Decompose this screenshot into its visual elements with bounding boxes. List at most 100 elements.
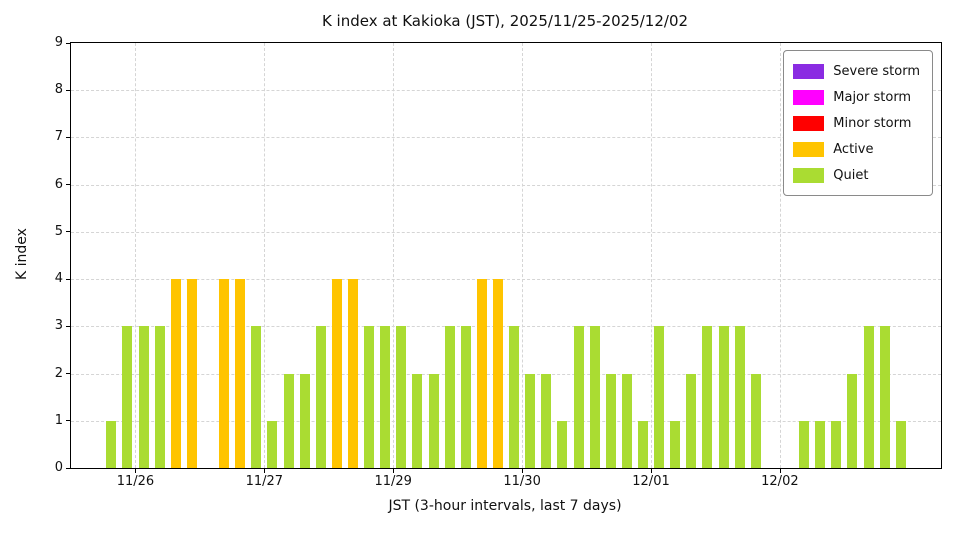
k-index-bar <box>654 326 665 468</box>
k-index-bar <box>847 373 858 468</box>
k-index-bar <box>170 279 181 468</box>
h-gridline <box>71 184 941 186</box>
h-gridline <box>71 326 941 328</box>
k-index-bar <box>364 326 375 468</box>
k-index-bar <box>637 420 648 468</box>
x-axis-label: JST (3-hour intervals, last 7 days) <box>388 498 622 514</box>
x-tick-mark <box>779 468 781 473</box>
k-index-bar <box>702 326 713 468</box>
k-index-bar <box>863 326 874 468</box>
k-index-bar <box>283 373 294 468</box>
k-index-bar <box>605 373 616 468</box>
chart-title: K index at Kakioka (JST), 2025/11/25-202… <box>321 12 689 30</box>
y-tick-label: 5 <box>54 223 63 239</box>
k-index-bar <box>219 279 230 468</box>
y-tick-mark <box>66 373 71 375</box>
legend-item: Severe storm <box>793 58 920 84</box>
k-index-bar <box>718 326 729 468</box>
y-tick-label: 4 <box>54 271 63 287</box>
h-gridline <box>71 90 941 92</box>
k-index-bar <box>267 420 278 468</box>
x-tick-mark <box>393 468 395 473</box>
k-index-bar <box>299 373 310 468</box>
legend-color-swatch <box>793 89 825 105</box>
y-tick-label: 9 <box>54 35 63 50</box>
y-tick-label: 2 <box>54 365 63 381</box>
x-tick-label: 12/02 <box>761 474 799 489</box>
legend-item-label: Major storm <box>833 89 912 105</box>
k-index-bar <box>750 373 761 468</box>
k-index-bar <box>557 420 568 468</box>
k-index-bar <box>235 279 246 468</box>
k-index-bar <box>186 279 197 468</box>
k-index-bar <box>525 373 536 468</box>
h-gridline <box>71 279 941 281</box>
legend-item: Major storm <box>793 84 920 110</box>
h-gridline <box>71 373 941 375</box>
k-index-bar <box>573 326 584 468</box>
h-gridline <box>71 420 941 422</box>
legend-color-swatch <box>793 115 825 131</box>
x-tick-label: 11/29 <box>374 474 412 489</box>
x-tick-label: 11/30 <box>503 474 541 489</box>
k-index-bar <box>492 279 503 468</box>
k-index-bar <box>251 326 262 468</box>
legend-item-label: Active <box>833 141 874 157</box>
k-index-bar <box>686 373 697 468</box>
x-tick-mark <box>264 468 266 473</box>
legend-item: Quiet <box>793 162 920 188</box>
k-index-bar <box>396 326 407 468</box>
k-index-bar <box>621 373 632 468</box>
k-index-bar <box>428 373 439 468</box>
y-tick-mark <box>66 184 71 186</box>
k-index-bar <box>315 326 326 468</box>
v-gridline <box>264 43 266 468</box>
x-tick-mark <box>135 468 137 473</box>
v-gridline <box>779 43 781 468</box>
k-index-bar <box>895 420 906 468</box>
y-tick-label: 3 <box>54 318 63 334</box>
h-gridline <box>71 231 941 233</box>
y-tick-label: 0 <box>54 460 63 475</box>
y-tick-label: 7 <box>54 129 63 145</box>
h-gridline <box>71 137 941 139</box>
y-tick-mark <box>66 325 71 327</box>
k-index-bar <box>154 326 165 468</box>
k-index-bar <box>879 326 890 468</box>
v-gridline <box>522 43 524 468</box>
v-gridline <box>651 43 652 468</box>
x-tick-label: 12/01 <box>632 474 670 489</box>
legend-item-label: Severe storm <box>833 63 920 79</box>
y-tick-mark <box>66 467 71 469</box>
legend-color-swatch <box>793 167 825 183</box>
k-index-bar <box>589 326 600 468</box>
k-index-bar <box>138 326 149 468</box>
legend: Severe storm Major storm Minor storm Active… <box>783 50 933 196</box>
x-tick-mark <box>522 468 524 473</box>
k-index-bar <box>331 279 342 468</box>
k-index-bar <box>444 326 455 468</box>
k-index-bar <box>122 326 133 468</box>
y-tick-mark <box>66 420 71 422</box>
k-index-bar <box>815 420 826 468</box>
y-tick-mark <box>66 231 71 233</box>
legend-color-swatch <box>793 141 825 157</box>
legend-item-label: Minor storm <box>833 115 912 131</box>
y-tick-mark <box>66 136 71 138</box>
k-index-bar <box>412 373 423 468</box>
y-tick-label: 6 <box>54 176 63 192</box>
legend-item-label: Quiet <box>833 167 869 183</box>
y-tick-mark <box>66 42 71 44</box>
k-index-bar <box>734 326 745 468</box>
legend-item: Minor storm <box>793 110 920 136</box>
k-index-bar <box>460 326 471 468</box>
k-index-bar <box>670 420 681 468</box>
x-tick-label: 11/26 <box>116 474 155 489</box>
k-index-bar <box>106 420 117 468</box>
k-index-bar <box>476 279 487 468</box>
y-tick-mark <box>66 89 71 91</box>
v-gridline <box>393 43 395 468</box>
legend-item: Active <box>793 136 920 162</box>
x-tick-label: 11/27 <box>245 474 284 489</box>
